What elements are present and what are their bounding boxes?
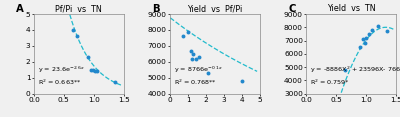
Title: Yield  vs  TN: Yield vs TN [327,4,376,13]
Point [384,30,390,32]
Point [112,81,118,83]
Point [185,31,191,33]
Point [366,33,372,35]
Text: y = 8766e$^{-0.1x}$
R$^{2}$ = 0.768**: y = 8766e$^{-0.1x}$ R$^{2}$ = 0.768** [174,65,223,87]
Point [188,58,195,60]
Point [369,29,375,31]
Point [74,35,80,37]
Point [357,46,363,48]
Point [94,70,100,72]
Point [363,37,369,39]
Point [92,70,98,72]
Point [205,72,211,74]
Text: B: B [152,4,160,15]
Point [89,69,96,71]
Point [375,25,381,27]
Text: y = 23.6e$^{-2.6x}$
R$^{2}$ = 0.663**: y = 23.6e$^{-2.6x}$ R$^{2}$ = 0.663** [38,65,84,87]
Point [360,38,366,40]
Title: Pf/Pi  vs  TN: Pf/Pi vs TN [56,4,102,13]
Point [342,69,348,71]
Point [188,50,194,52]
Text: y = -8886X$^{2}$ + 23596X- 7663
R$^{2}$ = 0.759*: y = -8886X$^{2}$ + 23596X- 7663 R$^{2}$ … [310,65,400,87]
Point [190,53,197,55]
Title: Yield  vs  Pf/Pi: Yield vs Pf/Pi [187,4,243,13]
Point [180,35,186,37]
Text: C: C [288,4,296,15]
Point [70,29,76,31]
Point [88,69,94,71]
Point [196,56,202,58]
Text: A: A [16,4,24,15]
Point [84,56,91,58]
Point [193,58,199,60]
Point [362,42,368,44]
Point [239,80,245,82]
